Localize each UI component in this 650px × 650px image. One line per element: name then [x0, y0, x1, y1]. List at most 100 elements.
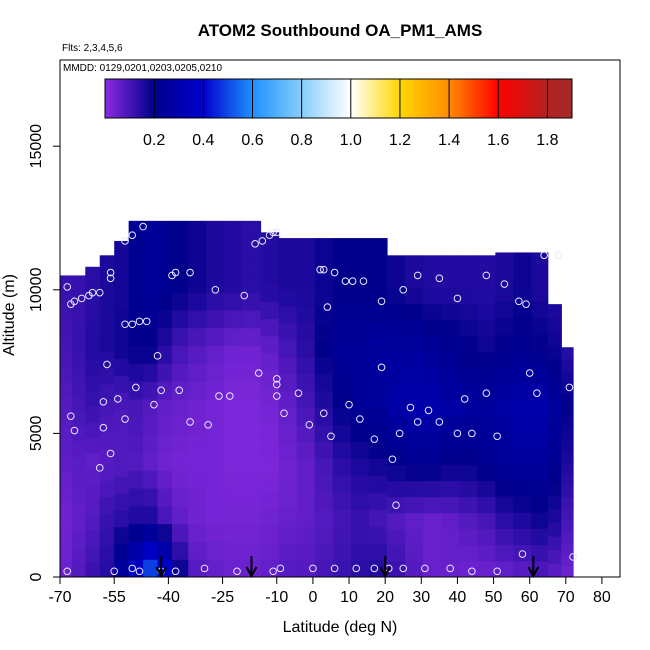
- heatmap-cell: [441, 400, 460, 417]
- heatmap-cell: [547, 358, 562, 373]
- heatmap-cell: [368, 255, 388, 273]
- heatmap-cell: [477, 416, 496, 433]
- colorbar-ticks: 0.2 0.4 0.6 0.8 1.0 1.2 1.4 1.6 1.8: [143, 79, 559, 149]
- sample-point: [63, 283, 72, 291]
- heatmap-cell: [405, 448, 424, 466]
- sample-point: [305, 420, 314, 429]
- sample-point: [330, 564, 339, 573]
- heatmap-cell: [71, 516, 86, 533]
- heatmap-cell: [114, 358, 130, 376]
- heatmap-cell: [386, 400, 406, 417]
- heatmap-cell: [423, 496, 442, 514]
- heatmap-cell: [423, 383, 442, 401]
- heatmap-cell: [278, 238, 298, 256]
- x-axis-label: Latitude (deg N): [283, 619, 398, 636]
- heatmap-cell: [495, 447, 515, 465]
- y-tick-label: 10000: [28, 267, 45, 312]
- sample-point: [63, 567, 72, 576]
- sample-point: [215, 392, 223, 400]
- heatmap-cell: [513, 349, 533, 367]
- heatmap-cell: [332, 543, 352, 561]
- heatmap-cell: [85, 390, 101, 407]
- heatmap-cell: [314, 543, 334, 561]
- heatmap-cell: [441, 512, 460, 530]
- heatmap-cell: [172, 292, 189, 311]
- heatmap-cell: [423, 512, 442, 530]
- heatmap-cell: [85, 468, 101, 485]
- heatmap-cell: [60, 441, 73, 457]
- heatmap-cell: [143, 327, 159, 347]
- sample-point: [399, 564, 408, 573]
- heatmap-cell: [128, 470, 144, 489]
- heatmap-cell: [459, 480, 478, 498]
- heatmap-cell: [459, 303, 478, 321]
- x-axis: -70 -55 -40 -25 -10 0 10 20 30 40 50 60 70 80: [48, 577, 611, 606]
- sample-point: [309, 564, 317, 573]
- sample-point: [272, 392, 281, 400]
- heatmap-cell: [368, 322, 388, 341]
- heatmap-cell: [314, 560, 334, 577]
- sample-point: [515, 297, 523, 306]
- heatmap-cell: [99, 319, 115, 337]
- heatmap-cell: [278, 424, 298, 443]
- heatmap-cell: [172, 327, 189, 347]
- heatmap-cell: [296, 441, 316, 459]
- sample-point: [128, 231, 137, 240]
- heatmap-cell: [459, 512, 478, 530]
- sample-point: [453, 429, 462, 438]
- heatmap-cell: [128, 363, 144, 382]
- heatmap-cell: [386, 255, 406, 272]
- heatmap-cell: [99, 448, 115, 466]
- heatmap-cell: [495, 268, 515, 286]
- heatmap-cell: [71, 335, 86, 352]
- heatmap-cell: [143, 363, 159, 382]
- heatmap-cell: [99, 303, 115, 321]
- heatmap-cell: [114, 492, 130, 511]
- heatmap-cell: [547, 467, 562, 483]
- heatmap-cell: [332, 238, 352, 256]
- sample-point: [468, 429, 476, 438]
- heatmap-cell: [85, 514, 101, 532]
- heatmap-cell: [172, 381, 189, 400]
- sample-point: [139, 222, 147, 231]
- heatmap-cell: [188, 452, 207, 471]
- heatmap-cell: [99, 287, 115, 305]
- heatmap-cell: [143, 309, 159, 329]
- heatmap-cell: [71, 501, 86, 518]
- heatmap-cell: [441, 335, 460, 353]
- heatmap-cell: [547, 345, 562, 360]
- heatmap-cell: [188, 505, 207, 525]
- colorbar-tick-label: 1.6: [487, 132, 509, 149]
- heatmap-cell: [296, 255, 316, 273]
- heatmap-cell: [405, 319, 424, 337]
- heatmap-cell: [188, 381, 207, 400]
- heatmap-cell: [60, 486, 73, 503]
- heatmap-cell: [172, 470, 189, 489]
- heatmap-cell: [423, 351, 442, 369]
- heatmap-cell: [547, 454, 562, 469]
- heatmap-cell: [172, 309, 189, 329]
- heatmap-cell: [477, 335, 496, 353]
- heatmap-cell: [128, 523, 144, 542]
- sample-point: [392, 501, 400, 509]
- heatmap-cell: [206, 220, 225, 240]
- sample-point: [269, 567, 277, 576]
- heatmap-cell: [477, 255, 496, 272]
- heatmap-cell: [441, 255, 460, 272]
- sample-point: [518, 550, 527, 558]
- heatmap-cell: [531, 544, 549, 562]
- heatmap-cell: [60, 561, 73, 577]
- heatmap-cell: [405, 512, 424, 530]
- heatmap-cell: [314, 271, 334, 290]
- heatmap-cell: [260, 318, 280, 337]
- sample-point: [399, 285, 408, 294]
- heatmap-cell: [242, 238, 262, 258]
- heatmap-cell: [99, 351, 115, 369]
- heatmap-cell: [99, 416, 115, 433]
- heatmap-cell: [423, 464, 442, 482]
- heatmap-cell: [495, 512, 515, 529]
- heatmap-cell: [128, 416, 144, 436]
- heatmap-cell: [71, 456, 86, 473]
- heatmap-cell: [477, 432, 496, 449]
- heatmap-cell: [206, 345, 225, 364]
